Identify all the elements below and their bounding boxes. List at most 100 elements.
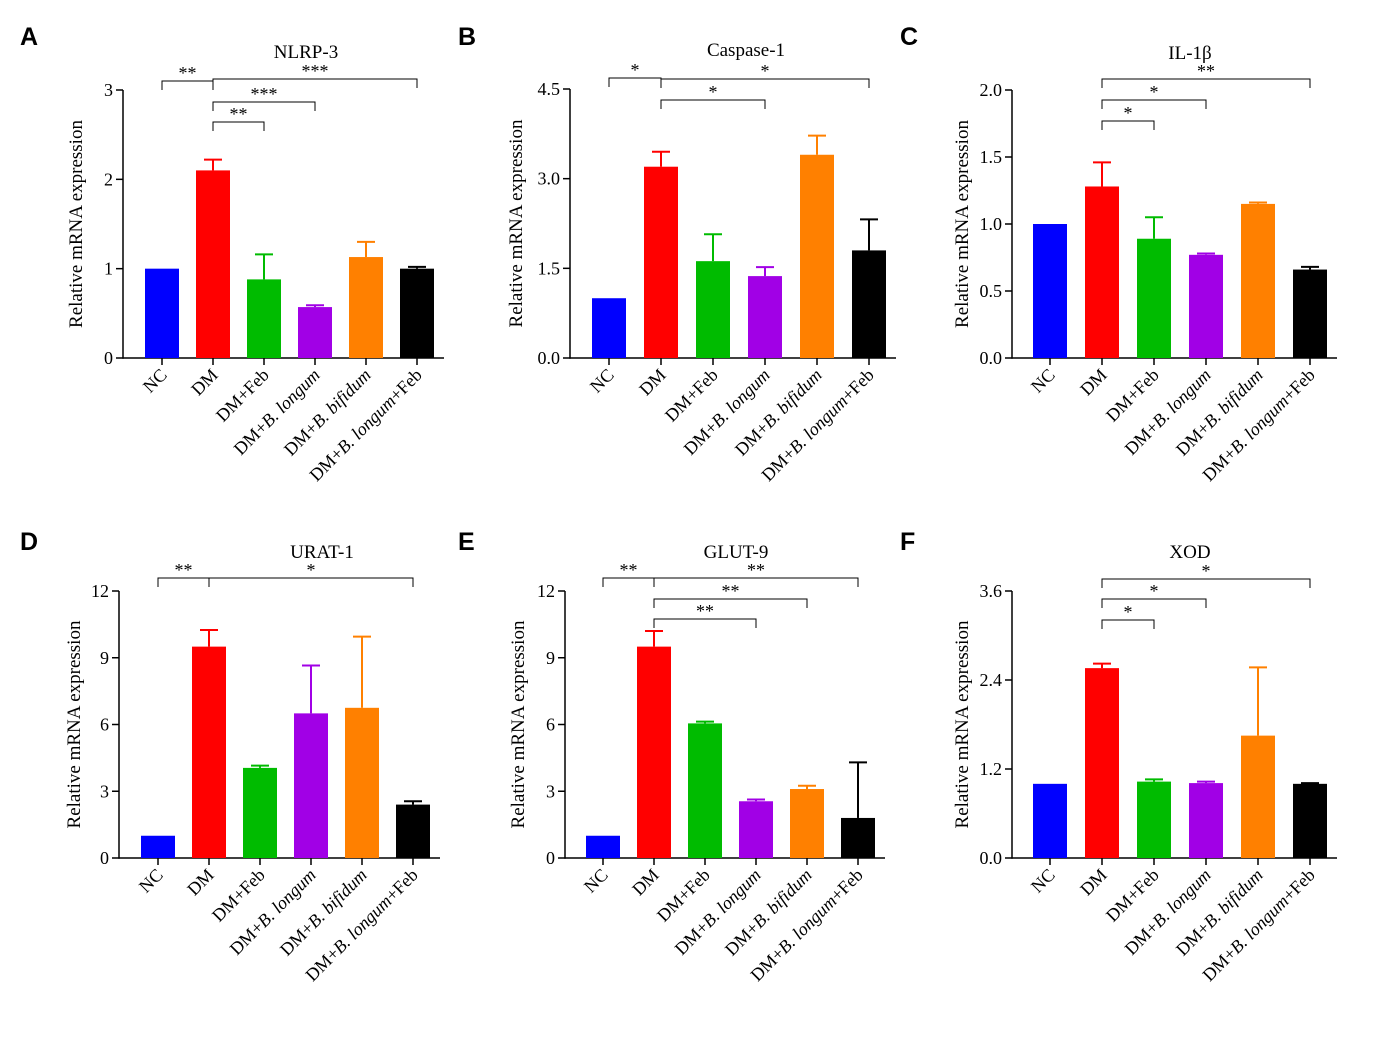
bar xyxy=(196,170,230,358)
y-tick-label: 6 xyxy=(546,715,555,735)
significance-label: ** xyxy=(1197,61,1215,81)
chart-title: Caspase-1 xyxy=(707,40,785,61)
bar xyxy=(644,166,678,358)
significance-label: * xyxy=(1202,561,1211,581)
chart-title: NLRP-3 xyxy=(274,42,338,63)
y-tick-label: 3.0 xyxy=(538,169,561,189)
y-tick-label: 1.2 xyxy=(980,759,1003,779)
panel-letter: C xyxy=(900,23,918,51)
x-tick-label: DM xyxy=(628,865,663,900)
y-tick-label: 12 xyxy=(91,581,109,601)
bar xyxy=(247,279,281,358)
y-axis-label: Relative mRNA expression xyxy=(508,620,529,828)
significance-label: * xyxy=(1124,103,1133,123)
bar xyxy=(243,767,277,858)
x-tick-label: DM xyxy=(1076,365,1111,400)
chart-title: URAT-1 xyxy=(290,542,354,563)
panel-letter: F xyxy=(900,528,915,556)
y-tick-label: 6 xyxy=(100,715,109,735)
bar xyxy=(637,646,671,858)
significance-label: ** xyxy=(722,581,740,601)
significance-bracket: ** xyxy=(602,560,655,587)
chart-panel-e: E GLUT-9 Relative mRNA expression 0 3 6 9 12 NC D… xyxy=(458,528,885,985)
significance-bracket: * xyxy=(660,82,766,109)
y-tick-label: 2 xyxy=(104,169,113,189)
significance-bracket: ** xyxy=(653,601,757,628)
y-tick-label: 9 xyxy=(100,648,109,668)
bar xyxy=(748,276,782,358)
y-tick-label: 9 xyxy=(546,648,555,668)
x-tick-label: DM xyxy=(183,865,218,900)
bar xyxy=(852,250,886,358)
bar xyxy=(349,257,383,358)
significance-label: ** xyxy=(175,560,193,580)
significance-label: *** xyxy=(251,84,278,104)
significance-bracket: *** xyxy=(212,61,418,88)
significance-bracket: * xyxy=(1101,82,1207,109)
significance-bracket: ** xyxy=(653,581,808,608)
significance-label: * xyxy=(631,60,640,80)
bar xyxy=(586,835,620,858)
x-tick-label: NC xyxy=(135,865,167,897)
y-tick-label: 12 xyxy=(537,581,555,601)
x-tick-label: NC xyxy=(586,365,618,397)
bar xyxy=(592,298,626,358)
chart-panel-f: F XOD Relative mRNA expression 0.0 1.2 2.4 3.6… xyxy=(900,528,1337,985)
bar xyxy=(1137,781,1171,858)
y-tick-label: 3.6 xyxy=(980,581,1003,601)
y-tick-label: 0.0 xyxy=(980,848,1003,868)
y-axis-label: Relative mRNA expression xyxy=(66,120,87,328)
bar xyxy=(800,154,834,358)
bar xyxy=(345,707,379,858)
bar xyxy=(145,268,179,358)
significance-label: ** xyxy=(179,63,197,83)
bar xyxy=(1033,224,1067,358)
significance-label: ** xyxy=(747,560,765,580)
significance-label: * xyxy=(1150,581,1159,601)
y-tick-label: 0 xyxy=(546,848,555,868)
significance-label: * xyxy=(1150,82,1159,102)
chart-title: XOD xyxy=(1169,542,1210,563)
chart-panel-c: C IL-1β Relative mRNA expression 0.0 0.5 1.0 1… xyxy=(900,23,1337,485)
bar xyxy=(790,789,824,858)
y-tick-label: 0.0 xyxy=(980,348,1003,368)
bar xyxy=(1293,269,1327,358)
panel-letter: A xyxy=(20,23,38,51)
significance-bracket: ** xyxy=(157,560,210,587)
significance-label: *** xyxy=(302,61,329,81)
x-tick-label: DM xyxy=(187,365,222,400)
significance-label: ** xyxy=(620,560,638,580)
bar xyxy=(688,723,722,858)
bar xyxy=(1189,783,1223,858)
bar xyxy=(1293,783,1327,858)
significance-bracket: ** xyxy=(653,560,859,587)
significance-bracket: * xyxy=(1101,581,1207,608)
panel-letter: E xyxy=(458,528,475,556)
chart-title: GLUT-9 xyxy=(704,542,769,563)
y-axis-label: Relative mRNA expression xyxy=(64,620,85,828)
significance-bracket: * xyxy=(1101,561,1311,588)
panel-letter: D xyxy=(20,528,38,556)
bar xyxy=(1189,254,1223,358)
bar xyxy=(400,268,434,358)
y-tick-label: 4.5 xyxy=(538,79,561,99)
x-tick-label: NC xyxy=(580,865,612,897)
y-tick-label: 1 xyxy=(104,259,113,279)
y-tick-label: 1.0 xyxy=(980,214,1003,234)
x-tick-label: NC xyxy=(1027,365,1059,397)
y-tick-label: 0.5 xyxy=(980,281,1003,301)
y-tick-label: 3 xyxy=(100,781,109,801)
significance-bracket: ** xyxy=(1101,61,1311,88)
y-tick-label: 3 xyxy=(104,80,113,100)
x-tick-label: DM xyxy=(635,365,670,400)
significance-bracket: ** xyxy=(161,63,214,90)
bar xyxy=(696,261,730,358)
significance-bracket: ** xyxy=(212,104,265,131)
y-axis-label: Relative mRNA expression xyxy=(952,120,973,328)
y-tick-label: 2.4 xyxy=(980,670,1003,690)
bar xyxy=(1085,668,1119,858)
bar xyxy=(1241,203,1275,358)
bar xyxy=(1033,783,1067,858)
